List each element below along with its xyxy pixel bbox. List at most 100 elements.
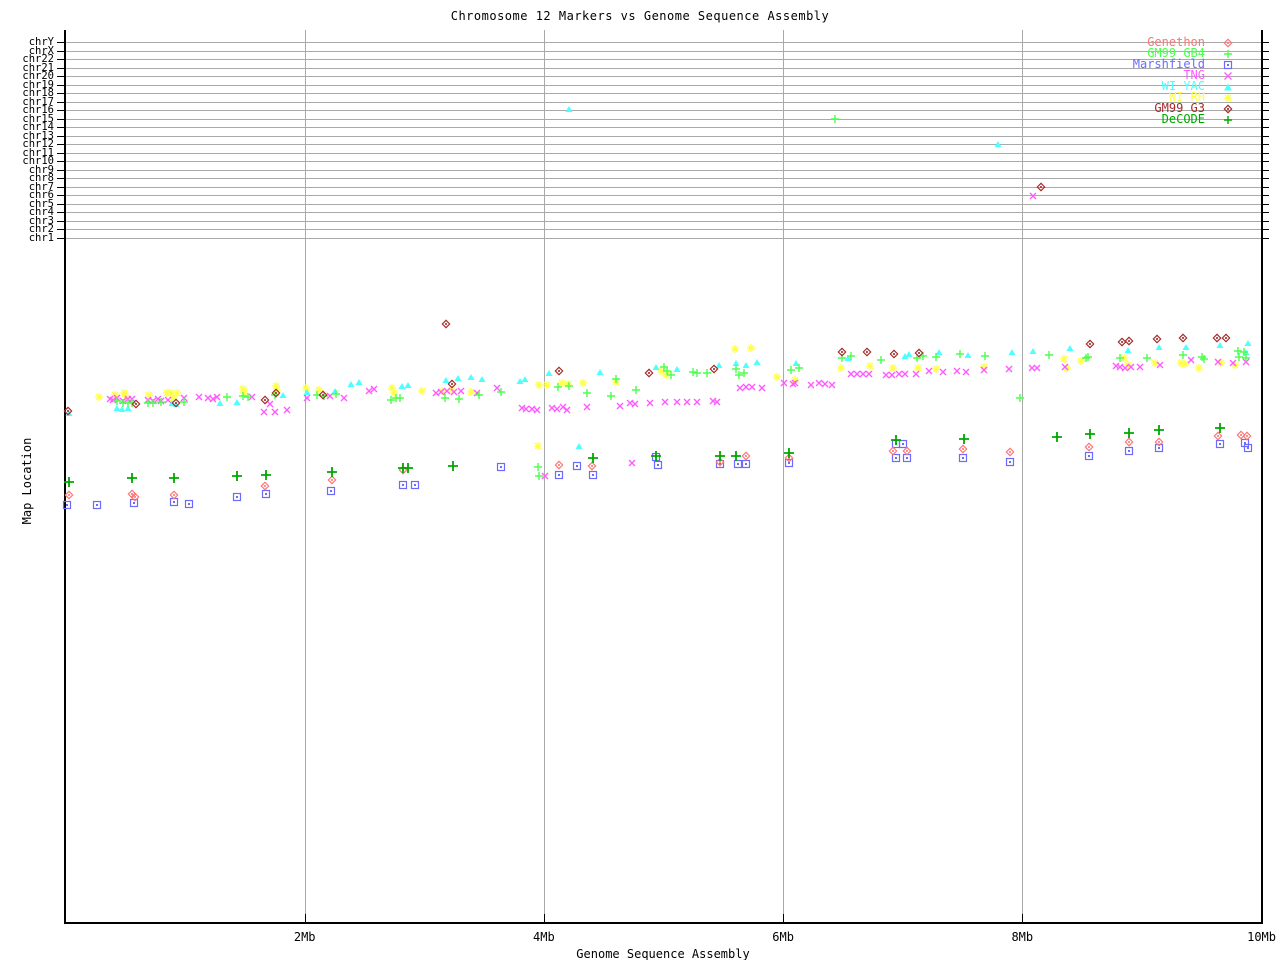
chromosome-tick-left	[57, 42, 64, 43]
marker-point	[606, 392, 615, 401]
chromosome-tick-left	[57, 93, 64, 94]
chromosome-tick-right	[1262, 127, 1269, 128]
chromosome-tick-left	[57, 50, 64, 52]
marker-point	[122, 392, 131, 401]
marker-point	[807, 381, 815, 389]
marker-point	[390, 389, 399, 398]
marker-point	[1200, 355, 1209, 364]
marker-point	[365, 387, 373, 395]
marker-point	[522, 405, 530, 413]
marker-point	[404, 381, 412, 389]
marker-point	[1066, 344, 1074, 352]
marker-point	[1242, 431, 1252, 441]
legend-glyph	[1224, 83, 1233, 92]
marker-point	[271, 382, 280, 391]
v-gridline	[1022, 30, 1024, 923]
marker-point	[266, 400, 274, 408]
marker-point	[1084, 442, 1094, 452]
marker-point	[271, 408, 279, 416]
marker-point	[1154, 443, 1163, 453]
marker-point	[565, 105, 573, 113]
marker-point	[753, 358, 761, 366]
marker-point	[1005, 365, 1013, 373]
marker-point	[303, 394, 311, 402]
chromosome-label: chr4	[28, 206, 54, 218]
chromosome-gridline	[64, 229, 1262, 230]
chromosome-tick-right	[1262, 195, 1269, 196]
marker-point	[1213, 431, 1223, 441]
marker-point	[231, 471, 242, 482]
marker-point	[232, 492, 241, 502]
marker-point	[130, 492, 140, 502]
marker-point	[889, 364, 898, 373]
marker-point	[980, 366, 988, 374]
chromosome-tick-left	[57, 144, 64, 145]
marker-point	[932, 353, 941, 362]
marker-point	[145, 391, 154, 400]
marker-point	[1195, 364, 1204, 373]
chromosome-tick-right	[1262, 203, 1269, 205]
marker-point	[1008, 348, 1016, 356]
marker-point	[447, 379, 457, 389]
marker-point	[157, 398, 166, 407]
marker-point	[866, 362, 875, 371]
marker-point	[914, 348, 924, 358]
marker-point	[493, 384, 501, 392]
marker-point	[239, 389, 248, 398]
chromosome-tick-right	[1262, 212, 1269, 213]
marker-point	[741, 451, 751, 461]
marker-point	[112, 397, 121, 406]
legend-glyph	[1223, 104, 1233, 114]
marker-point	[1116, 354, 1125, 363]
chromosome-gridline	[64, 203, 1262, 205]
marker-point	[784, 458, 794, 468]
chromosome-label: chr17	[22, 95, 54, 108]
marker-point	[958, 444, 967, 454]
marker-point	[1187, 356, 1195, 364]
marker-point	[794, 364, 803, 373]
marker-point	[587, 461, 597, 471]
chromosome-tick-right	[1262, 178, 1269, 179]
legend-glyph	[1223, 38, 1233, 48]
marker-point	[939, 368, 947, 376]
marker-point	[554, 366, 564, 376]
marker-point	[448, 461, 459, 472]
marker-point	[715, 457, 725, 467]
marker-point	[172, 389, 181, 398]
marker-point	[64, 490, 74, 500]
marker-point	[898, 439, 907, 449]
chromosome-gridline	[64, 67, 1262, 69]
marker-point	[1117, 337, 1127, 347]
marker-point	[1085, 451, 1094, 461]
marker-point	[261, 470, 272, 481]
chromosome-tick-left	[57, 118, 64, 120]
marker-point	[902, 446, 912, 456]
marker-point	[888, 371, 896, 379]
marker-point	[496, 388, 505, 397]
marker-point	[791, 379, 799, 387]
marker-point	[402, 463, 413, 474]
marker-point	[1233, 347, 1242, 356]
marker-point	[1216, 341, 1224, 349]
marker-point	[981, 352, 990, 361]
marker-point	[238, 385, 247, 394]
chromosome-tick-left	[57, 203, 64, 205]
chromosome-gridline	[64, 84, 1262, 86]
marker-point	[901, 352, 909, 360]
marker-point	[1005, 447, 1015, 457]
marker-point	[131, 399, 141, 409]
legend-label: Marshfield	[1132, 57, 1205, 71]
chromosome-label: chr6	[28, 189, 54, 201]
chromosome-tick-left	[57, 229, 64, 230]
marker-point	[496, 462, 505, 472]
marker-point	[164, 396, 172, 404]
chromosome-gridline	[64, 186, 1262, 188]
legend-label: DeCODE	[1161, 112, 1205, 126]
x-tick	[1022, 914, 1024, 923]
marker-point	[327, 475, 337, 485]
marker-point	[588, 470, 598, 480]
marker-point	[689, 368, 698, 377]
